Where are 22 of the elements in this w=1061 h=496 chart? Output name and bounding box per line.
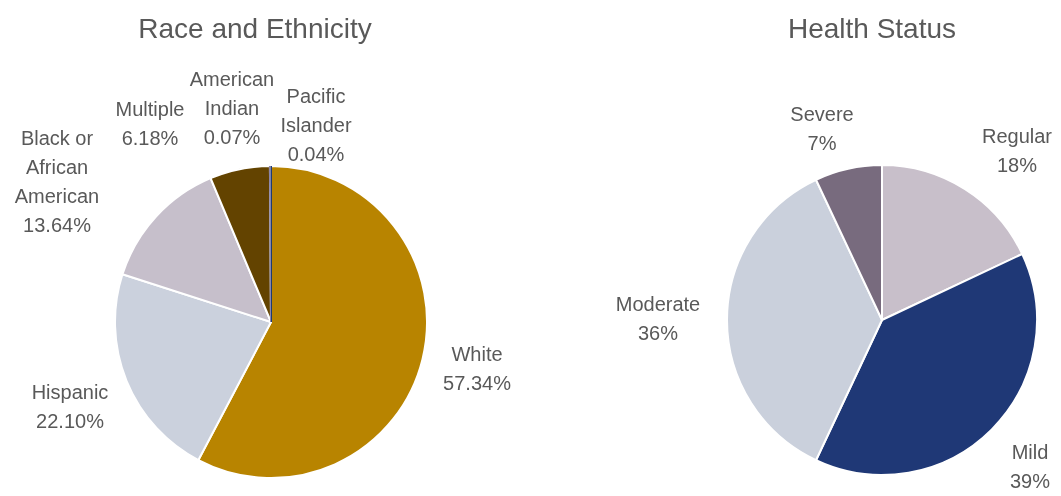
slice-label: Regular bbox=[981, 124, 1053, 147]
data-label: 0.07% bbox=[203, 126, 261, 148]
data-label: 36% bbox=[637, 321, 679, 344]
data-label: 39% bbox=[1009, 469, 1051, 492]
slice-label: American Indian bbox=[189, 68, 275, 119]
data-label: 18% bbox=[996, 153, 1038, 176]
slice-label: Hispanic bbox=[31, 380, 109, 403]
slice-label: Mild bbox=[1011, 440, 1049, 463]
slice-label: White bbox=[451, 342, 503, 365]
slice-label: Severe bbox=[790, 102, 854, 125]
data-label: 6.18% bbox=[121, 126, 179, 149]
slice-label: Multiple bbox=[115, 97, 185, 120]
data-label: 57.34% bbox=[443, 371, 512, 394]
slice-label: Pacific Islander bbox=[280, 85, 352, 136]
data-label: 22.10% bbox=[36, 409, 105, 432]
data-label: 13.64% bbox=[23, 213, 92, 236]
slice-label: Black or African American bbox=[14, 126, 100, 207]
data-label: 7% bbox=[807, 131, 837, 154]
chart-title: Health Status bbox=[787, 13, 957, 44]
data-label: 0.04% bbox=[287, 143, 345, 165]
slice-label: Moderate bbox=[615, 292, 701, 315]
chart-title: Race and Ethnicity bbox=[138, 13, 372, 44]
